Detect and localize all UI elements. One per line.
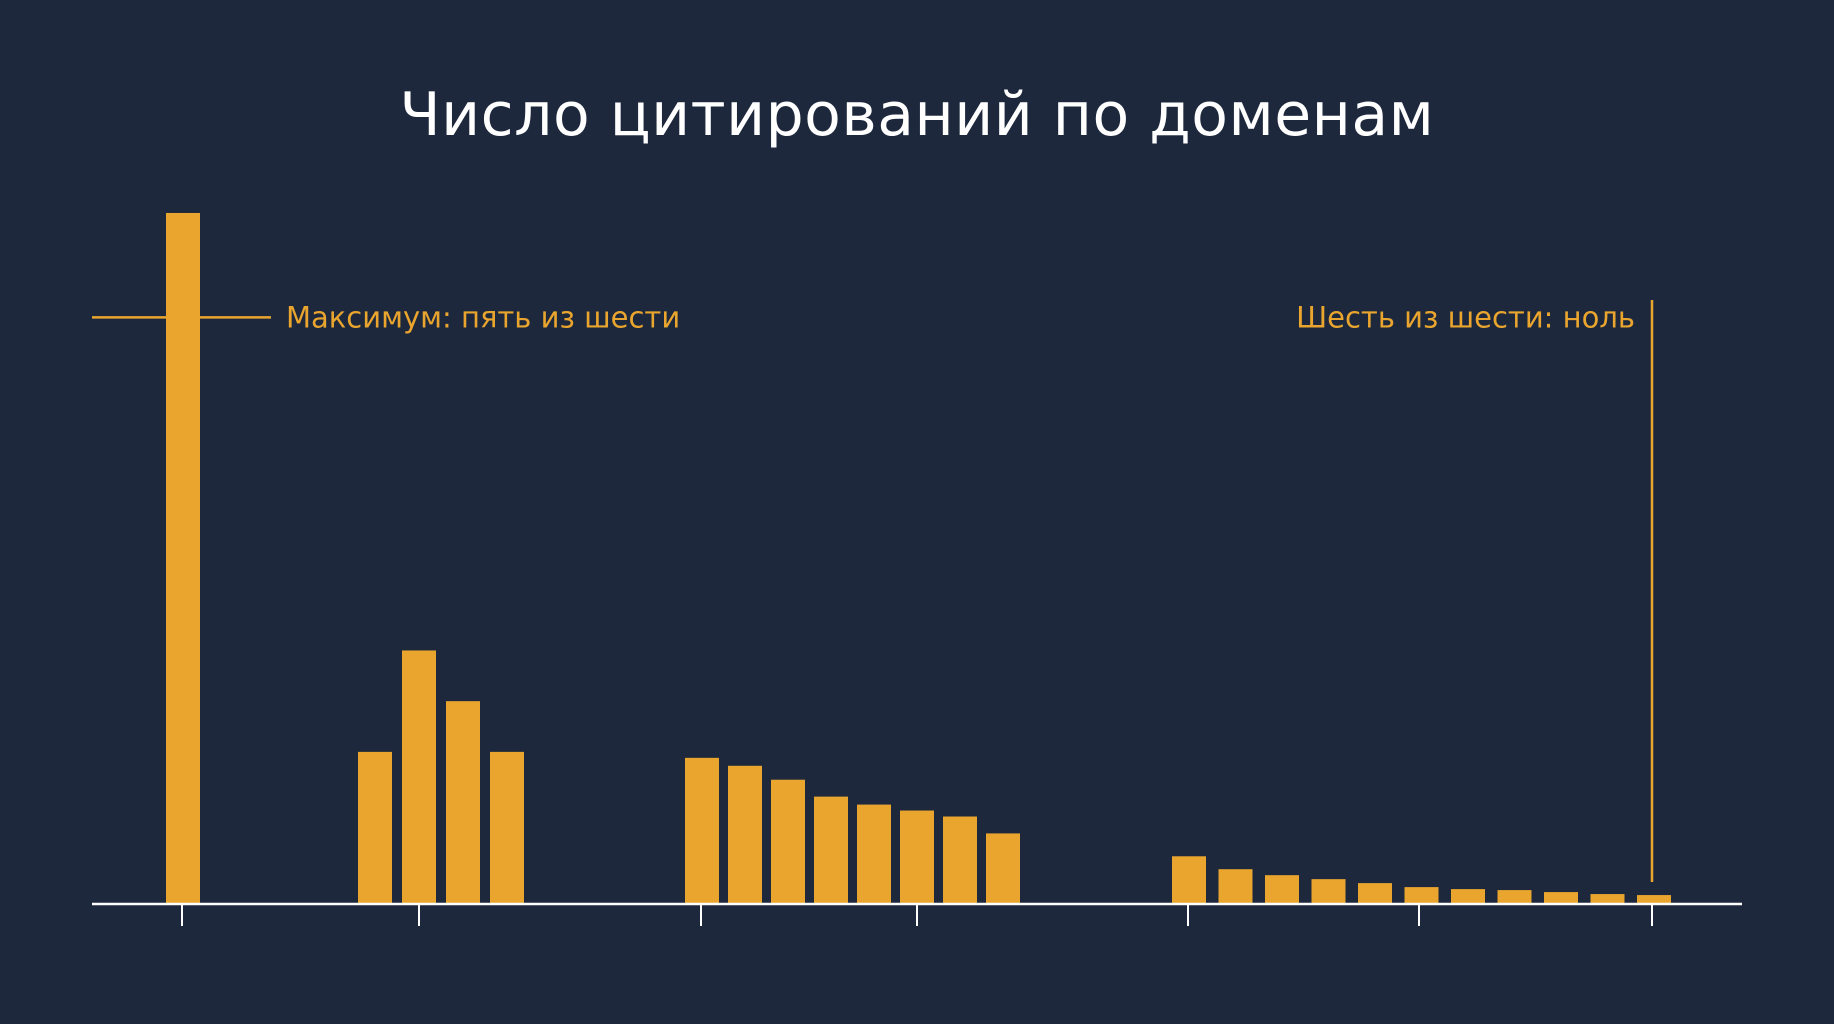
chart-title: Число цитирований по доменам	[399, 80, 1435, 150]
bar-group-4-11	[1637, 895, 1671, 904]
bar-group-4-10	[1590, 894, 1625, 904]
bar-group-3-4	[814, 796, 848, 904]
bar-group-4-1	[1172, 856, 1206, 904]
bar-group-2-4	[490, 751, 524, 904]
bar-group-4-7	[1451, 889, 1485, 904]
bar-group-3-1	[685, 757, 719, 904]
bar-group-4-2	[1218, 869, 1253, 904]
bar-group-4-9	[1544, 892, 1578, 904]
axis-layer	[92, 902, 1742, 926]
bar-group-1-1	[166, 212, 200, 904]
bar-group-3-8	[986, 833, 1020, 904]
bar-group-4-5	[1358, 883, 1392, 904]
bar-group-4-6	[1404, 887, 1439, 904]
bar-group-4-4	[1311, 879, 1346, 904]
bar-group-4-8	[1497, 890, 1532, 904]
annotation-layer: Максимум: пять из шести Шесть из шести: …	[92, 300, 1654, 882]
zero-annotation-label: Шесть из шести: ноль	[1296, 300, 1635, 334]
bar-group-3-3	[771, 779, 805, 904]
bars-layer	[166, 212, 1671, 904]
bar-group-3-6	[900, 810, 934, 904]
bar-group-3-5	[857, 804, 891, 904]
bar-group-4-3	[1265, 875, 1299, 904]
bar-group-2-1	[358, 751, 392, 904]
bar-group-3-2	[728, 765, 762, 904]
bar-group-2-3	[446, 701, 480, 904]
bar-group-2-2	[402, 650, 436, 904]
max-annotation-label: Максимум: пять из шести	[286, 300, 680, 334]
bar-group-3-7	[943, 816, 977, 904]
